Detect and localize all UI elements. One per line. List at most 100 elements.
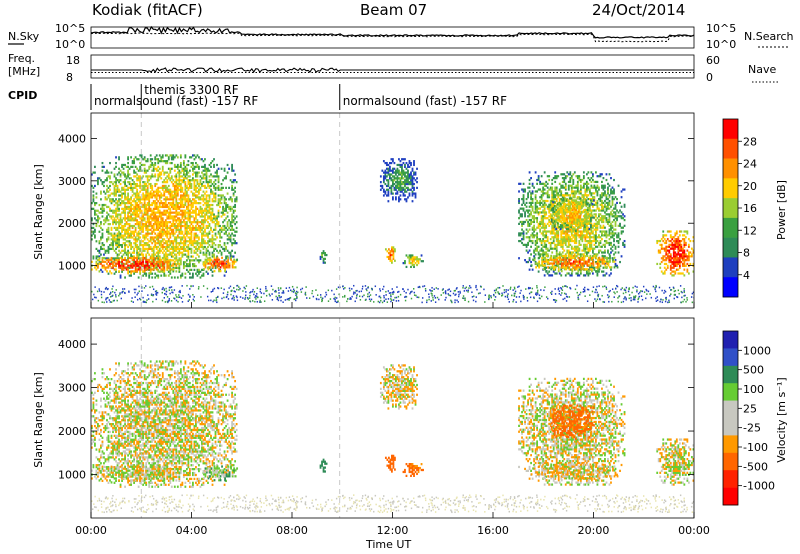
power-cell (519, 220, 522, 224)
power-cell (161, 194, 164, 197)
power-cell (187, 181, 190, 184)
power-cell (122, 188, 125, 191)
power-cell (119, 236, 122, 239)
power-cell (221, 260, 223, 263)
power-cell (595, 236, 597, 239)
power-cell (549, 222, 552, 226)
power-cell (599, 224, 602, 227)
power-cell (113, 249, 116, 252)
power-cell (95, 213, 98, 216)
power-cell (157, 224, 160, 228)
power-cell (107, 228, 110, 231)
power-cell (143, 196, 146, 199)
power-cell (231, 188, 234, 191)
power-cell (125, 251, 128, 254)
power-cell (167, 175, 170, 178)
power-cell (103, 165, 105, 168)
power-cell (158, 240, 161, 243)
power-cell (227, 262, 229, 265)
power-cell (115, 213, 117, 216)
power-cell (112, 198, 114, 201)
power-cell (173, 236, 176, 239)
power-cell (546, 247, 549, 250)
power-cell (525, 197, 528, 201)
power-cell (192, 169, 194, 172)
power-cell (590, 201, 593, 205)
power-cell (133, 255, 136, 258)
power-cell (551, 217, 554, 220)
power-cell (193, 240, 196, 243)
nsky-tick-top: 10^5 (55, 22, 85, 35)
power-cell (575, 239, 578, 243)
power-cell (185, 263, 188, 266)
power-cell (202, 165, 205, 168)
power-cell (128, 242, 131, 245)
power-cell (127, 171, 129, 174)
power-cell (218, 258, 220, 261)
power-cell (157, 274, 160, 277)
power-cell (151, 261, 154, 264)
power-cell (158, 154, 161, 157)
power-cell (207, 205, 209, 209)
power-cell (385, 175, 388, 178)
power-cell (160, 221, 163, 224)
power-cell (178, 259, 181, 262)
power-cell (142, 236, 145, 239)
power-cell (164, 230, 167, 233)
power-cell (118, 179, 120, 182)
power-cell (124, 256, 126, 260)
power-cell (124, 198, 126, 201)
power-cell (411, 263, 414, 267)
power-cell (407, 179, 409, 182)
power-cell (566, 211, 569, 214)
power-cell (229, 255, 232, 258)
power-cell (161, 188, 164, 191)
power-cell (121, 268, 123, 271)
power-cell (125, 240, 128, 243)
power-cell (134, 260, 137, 263)
power-cell (390, 186, 393, 189)
power-cell (202, 274, 205, 277)
power-cell (92, 207, 95, 210)
power-cell (160, 200, 163, 203)
power-cell (391, 158, 394, 161)
power-cell (401, 188, 403, 191)
power-cell (116, 232, 119, 235)
power-cell (119, 202, 122, 205)
power-cell (131, 211, 134, 214)
power-cell (100, 261, 102, 264)
power-cell (139, 169, 142, 172)
power-cell (582, 209, 585, 212)
power-cell (548, 178, 551, 182)
power-cell (388, 169, 391, 172)
power-cell (204, 242, 206, 245)
power-cell (121, 266, 123, 269)
power-cell (112, 264, 114, 267)
power-cell (234, 203, 237, 207)
power-cell (411, 177, 414, 180)
power-cell (154, 262, 157, 265)
power-cell (566, 194, 569, 197)
power-cell (148, 205, 151, 209)
power-cell (582, 264, 585, 267)
power-cell (161, 264, 164, 267)
power-cell (205, 234, 208, 237)
power-cell (182, 253, 185, 256)
power-cell (178, 198, 181, 201)
power-cell (170, 190, 173, 193)
power-cell (137, 238, 140, 241)
power-cell (534, 228, 537, 231)
power-cell (152, 169, 155, 172)
power-cell (188, 182, 191, 186)
power-cell (210, 213, 212, 216)
power-cell (92, 255, 95, 258)
power-cell (95, 247, 98, 251)
power-cell (217, 251, 220, 254)
power-cell (175, 194, 178, 197)
power-cell (143, 188, 146, 191)
power-cell (181, 224, 184, 228)
power-cell (394, 248, 396, 251)
power-cell (199, 228, 202, 231)
power-cell (127, 255, 129, 258)
power-cell (148, 217, 151, 220)
